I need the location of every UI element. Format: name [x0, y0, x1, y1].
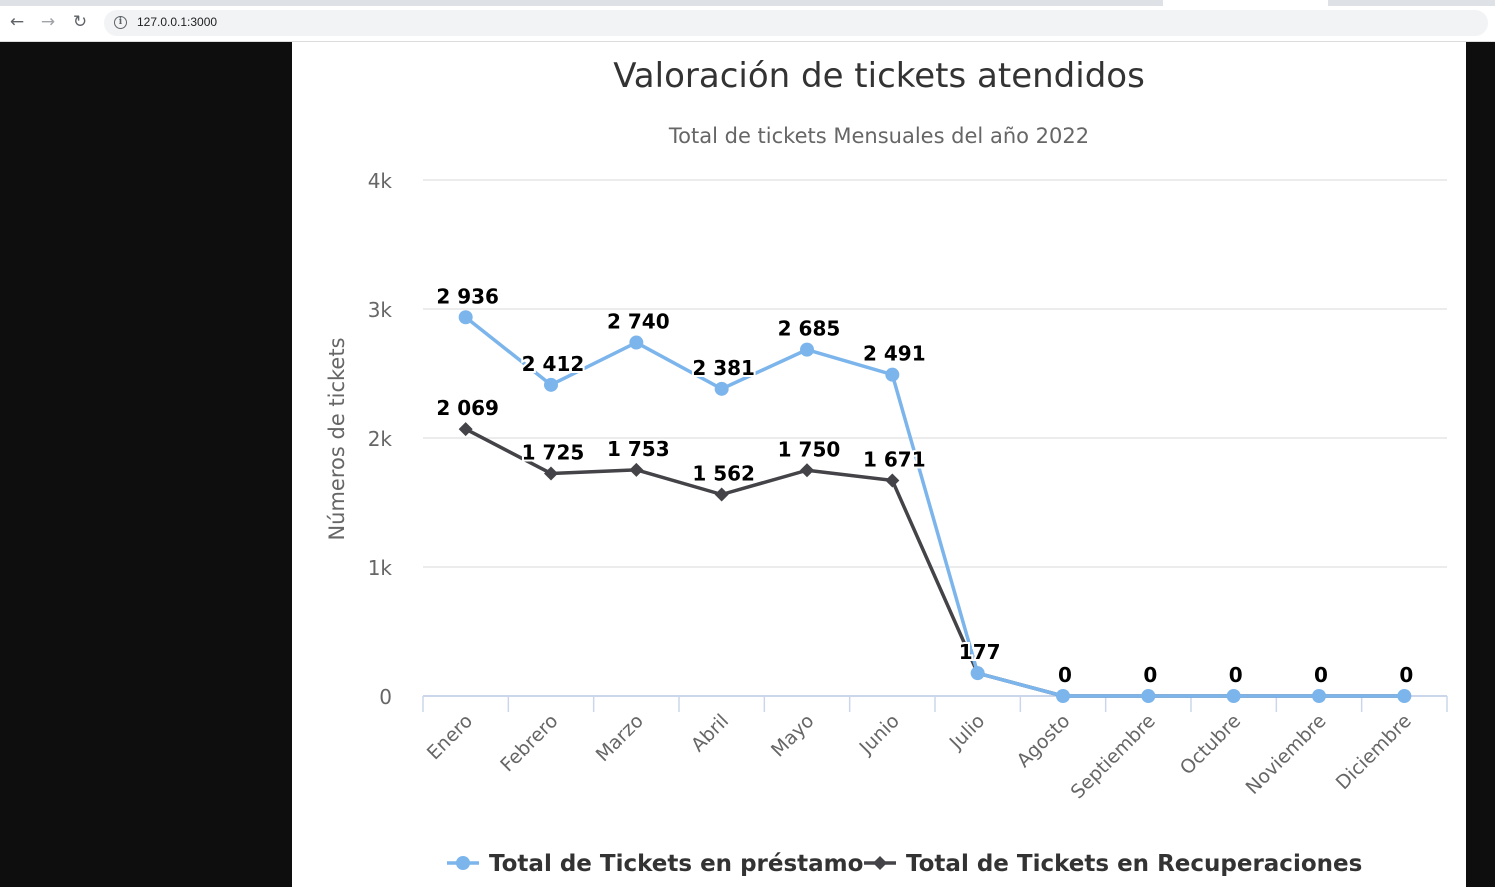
- y-tick-label: 3k: [368, 298, 393, 322]
- x-tick-label: Septiembre: [1067, 710, 1160, 803]
- chart-panel: Valoración de tickets atendidos Total de…: [292, 42, 1466, 887]
- data-point: [970, 666, 985, 681]
- data-point: [544, 466, 558, 481]
- data-point: [800, 463, 814, 478]
- active-tab[interactable]: [1163, 0, 1328, 6]
- data-point: [1056, 689, 1070, 703]
- y-tick-label: 0: [379, 685, 392, 709]
- x-tick-label: Agosto: [1013, 710, 1075, 772]
- data-point: [873, 856, 887, 870]
- x-tick-label: Diciembre: [1332, 710, 1416, 794]
- data-point: [458, 422, 473, 437]
- y-tick-label: 1k: [368, 556, 393, 580]
- data-label: 2 491: [863, 342, 926, 366]
- x-tick-label: Enero: [423, 710, 477, 764]
- data-point: [458, 310, 473, 325]
- legend-label: Total de Tickets en Recuperaciones: [906, 851, 1362, 877]
- reload-icon[interactable]: ↻: [72, 12, 88, 32]
- data-label: 1 725: [522, 440, 585, 464]
- data-label: 1 750: [778, 437, 841, 461]
- x-tick-label: Octubre: [1176, 710, 1245, 779]
- data-label: 0: [1058, 663, 1072, 687]
- data-label: 1 671: [863, 447, 926, 471]
- info-icon[interactable]: i: [114, 16, 127, 29]
- data-point: [1312, 689, 1326, 703]
- data-point: [1226, 689, 1241, 703]
- tab-strip: [0, 0, 1495, 6]
- data-point: [1141, 689, 1156, 703]
- data-label: 2 381: [692, 356, 755, 380]
- data-point: [885, 367, 900, 382]
- y-tick-label: 2k: [368, 427, 393, 451]
- data-label: 2 936: [436, 284, 499, 308]
- data-point: [629, 335, 644, 350]
- x-tick-label: Febrero: [496, 710, 562, 776]
- data-point: [456, 856, 470, 870]
- arrow-right-icon[interactable]: →: [40, 12, 56, 32]
- data-point: [544, 377, 558, 392]
- data-label: 0: [1399, 663, 1413, 687]
- legend-label: Total de Tickets en préstamo: [489, 851, 863, 877]
- chart-subtitle: Total de tickets Mensuales del año 2022: [668, 124, 1089, 148]
- address-bar[interactable]: i 127.0.0.1:3000: [104, 10, 1488, 36]
- x-tick-label: Mayo: [767, 710, 819, 762]
- browser-toolbar: ← → ↻ i 127.0.0.1:3000: [0, 0, 1495, 42]
- arrow-left-icon[interactable]: ←: [9, 12, 25, 32]
- data-label: 2 740: [607, 310, 670, 334]
- line-chart: Valoración de tickets atendidos Total de…: [325, 56, 1448, 877]
- chart-title: Valoración de tickets atendidos: [613, 56, 1145, 96]
- data-label: 1 753: [607, 437, 670, 461]
- series-line: [464, 427, 1405, 698]
- data-label: 177: [959, 640, 1001, 664]
- data-point: [714, 487, 729, 502]
- url-text: 127.0.0.1:3000: [137, 15, 218, 29]
- data-point: [714, 381, 729, 396]
- x-tick-label: Junio: [855, 710, 904, 759]
- data-label: 1 562: [692, 462, 755, 486]
- x-tick-label: Noviembre: [1242, 710, 1331, 799]
- data-point: [885, 473, 900, 488]
- data-label: 2 069: [436, 396, 499, 420]
- x-tick-label: Marzo: [592, 710, 648, 766]
- series-line: [464, 315, 1405, 698]
- y-tick-label: 4k: [368, 169, 393, 193]
- data-label: 0: [1143, 663, 1157, 687]
- data-point: [1397, 689, 1412, 703]
- data-point: [629, 462, 644, 477]
- data-point: [800, 342, 814, 357]
- x-tick-label: Julio: [945, 710, 989, 754]
- data-label: 2 412: [522, 352, 585, 376]
- data-label: 2 685: [778, 317, 841, 341]
- x-tick-label: Abril: [687, 710, 733, 756]
- data-label: 0: [1229, 663, 1243, 687]
- y-axis-title: Números de tickets: [325, 337, 349, 540]
- data-label: 0: [1314, 663, 1328, 687]
